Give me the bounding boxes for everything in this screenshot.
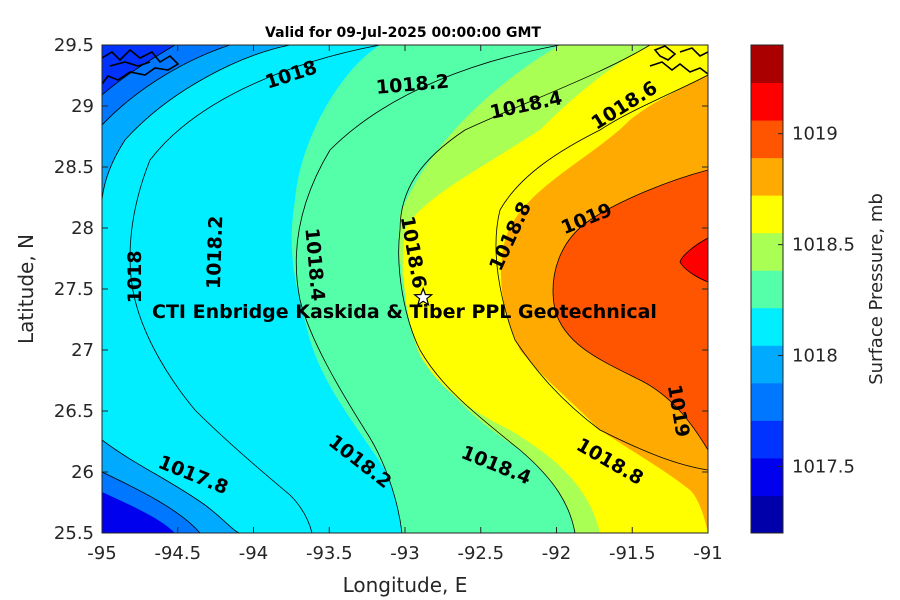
colorbar-label: Surface Pressure, mb bbox=[866, 193, 887, 385]
x-tick-label: -92 bbox=[542, 543, 571, 564]
colorbar-frame bbox=[750, 44, 784, 534]
band-1017-4-lower bbox=[102, 492, 175, 533]
x-tick-label: -95 bbox=[87, 543, 116, 564]
contour-line-1017-8-upper bbox=[102, 45, 291, 201]
band-1017-4-upper bbox=[102, 45, 175, 95]
contour-line-1019-2 bbox=[679, 237, 708, 283]
colorbar-segment bbox=[751, 82, 783, 121]
x-tick-label: -91.5 bbox=[609, 543, 656, 564]
contour-line-1017-8-lower bbox=[102, 439, 241, 533]
colorbar-segment bbox=[751, 495, 783, 534]
contour-line-1017-6-lower bbox=[102, 471, 201, 533]
contour-line-1018 bbox=[129, 45, 381, 533]
colorbar-segment bbox=[751, 420, 783, 459]
y-tick-label: 26 bbox=[71, 462, 94, 483]
coastline-west-inner bbox=[109, 61, 151, 67]
y-axis-ticks: 25.5 26 26.5 27 27.5 28 28.5 29 29.5 bbox=[54, 35, 708, 544]
colorbar-segment bbox=[751, 232, 783, 271]
contour-line-1018-4 bbox=[398, 45, 651, 533]
y-tick-label: 26.5 bbox=[54, 401, 94, 422]
contour-line-1017-4-upper bbox=[102, 45, 176, 96]
x-tick-label: -94 bbox=[239, 543, 268, 564]
contour-line-1018-8 bbox=[552, 169, 708, 451]
contour-lines bbox=[102, 45, 708, 533]
contour-line-1018-6 bbox=[495, 74, 708, 471]
colorbar-segment bbox=[751, 195, 783, 234]
colorbar: 1017.5 1018 1018.5 1019 bbox=[750, 44, 855, 534]
contour-line-1017-6-upper bbox=[102, 45, 231, 126]
contour-label: 1018 bbox=[124, 250, 146, 303]
colorbar-segment bbox=[751, 307, 783, 346]
colorbar-tick-label: 1018.5 bbox=[792, 235, 855, 256]
y-tick-label: 25.5 bbox=[54, 523, 94, 544]
coastline bbox=[102, 45, 708, 85]
x-tick-label: -91 bbox=[693, 543, 722, 564]
site-marker bbox=[412, 286, 434, 307]
coastline-east-2 bbox=[679, 47, 708, 57]
site-label: CTI Enbridge Kaskida & Tiber PPL Geotech… bbox=[152, 301, 657, 323]
coastline-west bbox=[102, 48, 180, 85]
y-tick-label: 27 bbox=[71, 340, 94, 361]
x-axis-ticks: -95 -94.5 -94 -93.5 -93 -92.5 -92 -91.5 -91 bbox=[87, 45, 723, 564]
colorbar-segment bbox=[751, 120, 783, 159]
band-1019-2 bbox=[680, 238, 708, 282]
x-tick-label: -93.5 bbox=[306, 543, 353, 564]
colorbar-segment bbox=[751, 45, 783, 84]
y-axis-label: Latitude, N bbox=[14, 234, 38, 344]
site-star-icon bbox=[412, 286, 434, 307]
colorbar-segment bbox=[751, 345, 783, 384]
y-tick-label: 28 bbox=[71, 218, 94, 239]
coastline-east bbox=[649, 61, 708, 75]
colorbar-segment bbox=[751, 382, 783, 421]
x-tick-label: -94.5 bbox=[154, 543, 201, 564]
colorbar-tick-label: 1019 bbox=[792, 124, 838, 145]
colorbar-tick-label: 1018 bbox=[792, 346, 838, 367]
coastline-east-islands bbox=[653, 45, 677, 61]
colorbar-segment bbox=[751, 457, 783, 496]
x-tick-label: -92.5 bbox=[457, 543, 504, 564]
y-tick-label: 28.5 bbox=[54, 157, 94, 178]
colorbar-segment bbox=[751, 157, 783, 196]
x-tick-label: -93 bbox=[390, 543, 419, 564]
y-tick-label: 27.5 bbox=[54, 279, 94, 300]
x-axis-label: Longitude, E bbox=[343, 573, 468, 597]
y-tick-label: 29 bbox=[71, 96, 94, 117]
contour-line-1018-2 bbox=[295, 45, 561, 533]
y-tick-label: 29.5 bbox=[54, 35, 94, 56]
chart-title: Valid for 09-Jul-2025 00:00:00 GMT bbox=[265, 25, 541, 41]
band-1019 bbox=[553, 170, 708, 450]
colorbar-segment bbox=[751, 270, 783, 309]
contour-label: 1018.2 bbox=[203, 215, 228, 289]
colorbar-tick-label: 1017.5 bbox=[792, 456, 855, 477]
